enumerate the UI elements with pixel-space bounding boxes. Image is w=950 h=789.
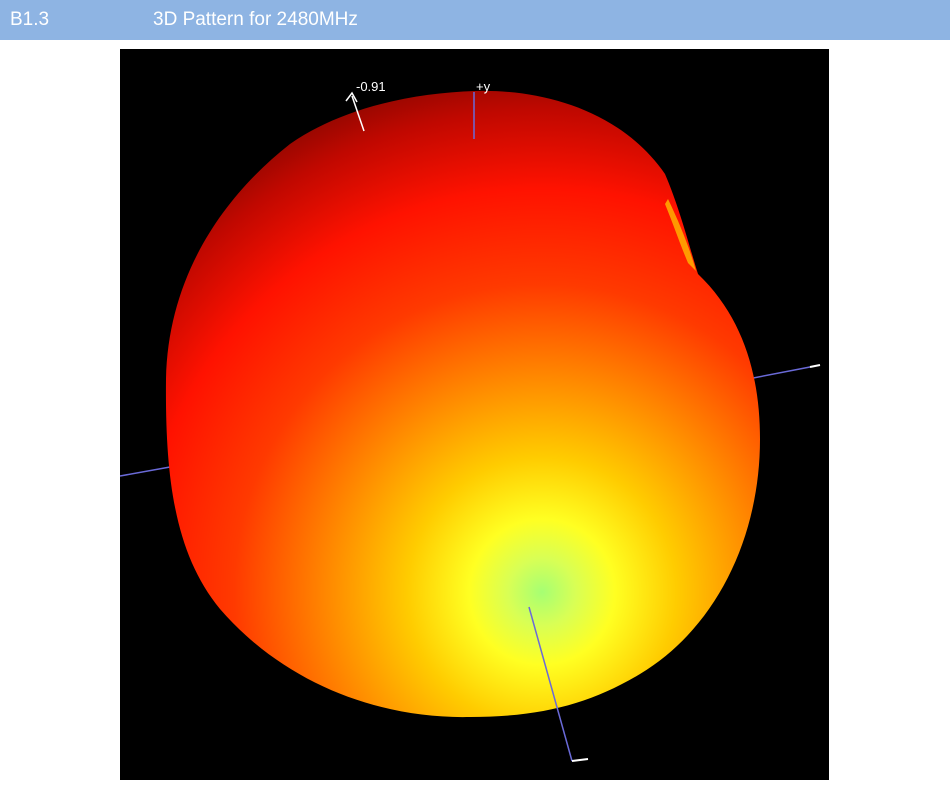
radiation-lobe	[165, 90, 761, 718]
radiation-pattern-3d-figure: -0.91 +y	[120, 49, 829, 780]
z-axis-tick	[571, 758, 589, 762]
max-value-arrow	[351, 95, 365, 132]
x-axis-line-left	[120, 466, 171, 477]
lobe-rim-highlight	[665, 199, 696, 271]
section-header: B1.3 3D Pattern for 2480MHz	[0, 0, 950, 40]
z-axis-line	[528, 606, 573, 762]
max-value-arrowhead	[345, 91, 358, 103]
x-axis-tick-right	[809, 364, 821, 368]
y-axis-label: +y	[476, 79, 491, 94]
radiation-pattern-3d-icon: -0.91 +y	[120, 79, 821, 762]
x-axis-line-right	[747, 366, 811, 380]
section-title: 3D Pattern for 2480MHz	[153, 9, 358, 30]
max-value-label: -0.91	[356, 79, 386, 94]
section-number: B1.3	[10, 9, 50, 30]
